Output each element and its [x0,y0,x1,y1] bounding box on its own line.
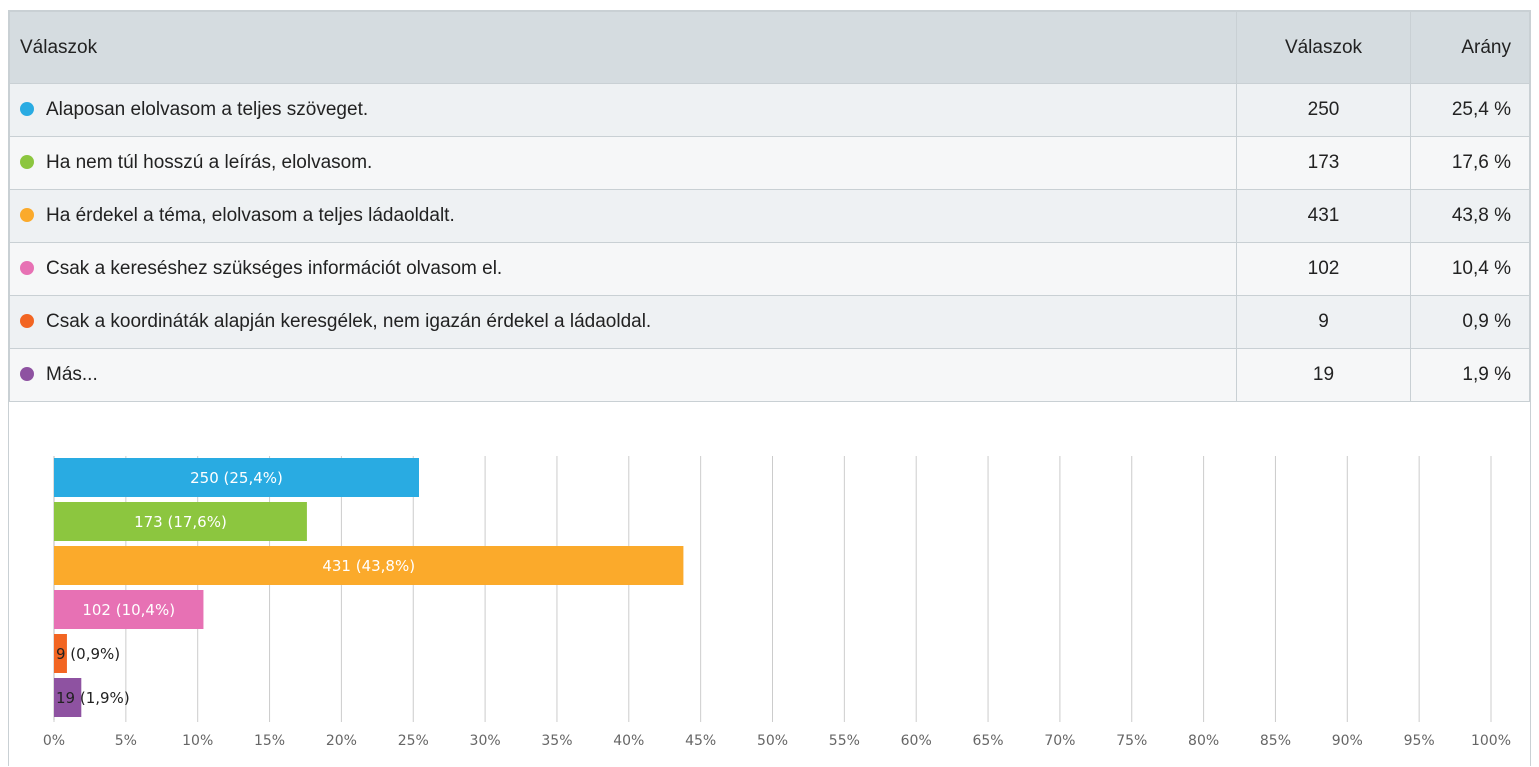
x-tick-label: 35% [541,733,572,749]
x-tick-label: 45% [685,733,716,749]
results-panel: Válaszok Válaszok Arány Alaposan elolvas… [8,10,1531,766]
bar-label: 9 (0,9%) [56,645,120,663]
bar-label: 102 (10,4%) [82,601,175,619]
answer-cell: Alaposan elolvasom a teljes szöveget. [9,83,1237,137]
legend-dot [20,155,34,169]
x-tick-label: 30% [470,733,501,749]
legend-dot [20,261,34,275]
ratio-cell: 10,4 % [1410,242,1530,296]
x-tick-label: 85% [1260,733,1291,749]
count-cell: 173 [1236,136,1411,190]
answer-cell: Ha nem túl hosszú a leírás, elolvasom. [9,136,1237,190]
count-cell: 19 [1236,348,1411,402]
x-tick-label: 100% [1471,733,1511,749]
x-tick-label: 55% [829,733,860,749]
header-cell: Válaszok [9,11,1237,84]
bar-label: 19 (1,9%) [56,689,130,707]
count-cell: 102 [1236,242,1411,296]
count-cell: 431 [1236,189,1411,243]
x-tick-label: 20% [326,733,357,749]
x-tick-label: 15% [254,733,285,749]
ratio-cell: 1,9 % [1410,348,1530,402]
ratio-cell: 0,9 % [1410,295,1530,349]
x-tick-label: 95% [1404,733,1435,749]
answer-cell: Más... [9,348,1237,402]
legend-dot [20,102,34,116]
legend-dot [20,314,34,328]
ratio-cell: 25,4 % [1410,83,1530,137]
ratio-cell: 43,8 % [1410,189,1530,243]
table-body: Alaposan elolvasom a teljes szöveget. 250… [9,83,1530,402]
x-tick-label: 40% [613,733,644,749]
bar [54,590,204,629]
table-row: Ha érdekel a téma, elolvasom a teljes lá… [9,189,1530,243]
table-row: Más... 19 1,9 % [9,348,1530,402]
bar-label: 173 (17,6%) [134,513,227,531]
answer-label: Csak a koordináták alapján keresgélek, n… [46,311,652,332]
x-tick-label: 75% [1116,733,1147,749]
count-cell: 9 [1236,295,1411,349]
x-tick-label: 50% [757,733,788,749]
table-row: Ha nem túl hosszú a leírás, elolvasom. 17… [9,136,1530,190]
answer-label: Ha nem túl hosszú a leírás, elolvasom. [46,152,373,173]
answer-cell: Csak a kereséshez szükséges információt … [9,242,1237,296]
bar [54,546,684,585]
x-tick-label: 25% [398,733,429,749]
x-tick-label: 0% [43,733,65,749]
answer-cell: Ha érdekel a téma, elolvasom a teljes lá… [9,189,1237,243]
bar [54,502,307,541]
header-row: Válaszok Válaszok Arány [9,11,1530,84]
chart: 0% 5% 10% 15% 20% 25% 30% 35% 40% 45% 50% 55% 60% 65%… [43,456,1511,749]
table-row: Csak a kereséshez szükséges információt … [9,242,1530,296]
x-tick-label: 70% [1044,733,1075,749]
legend-dot [20,208,34,222]
count-cell: 250 [1236,83,1411,137]
x-tick-label: 5% [115,733,137,749]
answer-label: Csak a kereséshez szükséges információt … [46,258,503,279]
header-cell: Válaszok [1236,11,1411,84]
bar-label: 250 (25,4%) [190,469,283,487]
x-tick-label: 90% [1332,733,1363,749]
x-tick-label: 10% [182,733,213,749]
x-tick-label: 65% [972,733,1003,749]
legend-dot [20,367,34,381]
header-cell: Arány [1410,11,1530,84]
answer-label: Alaposan elolvasom a teljes szöveget. [46,99,369,120]
table-row: Alaposan elolvasom a teljes szöveget. 250… [9,83,1530,137]
ratio-cell: 17,6 % [1410,136,1530,190]
x-tick-label: 60% [901,733,932,749]
bar-label: 431 (43,8%) [322,557,415,575]
bar [54,634,67,673]
bar [54,458,419,497]
answer-label: Más... [46,364,98,385]
results-table: Válaszok Válaszok Arány Alaposan elolvas… [9,11,1530,402]
bar [54,678,82,717]
answer-cell: Csak a koordináták alapján keresgélek, n… [9,295,1237,349]
table-row: Csak a koordináták alapján keresgélek, n… [9,295,1530,349]
x-tick-label: 80% [1188,733,1219,749]
answer-label: Ha érdekel a téma, elolvasom a teljes lá… [46,205,455,226]
